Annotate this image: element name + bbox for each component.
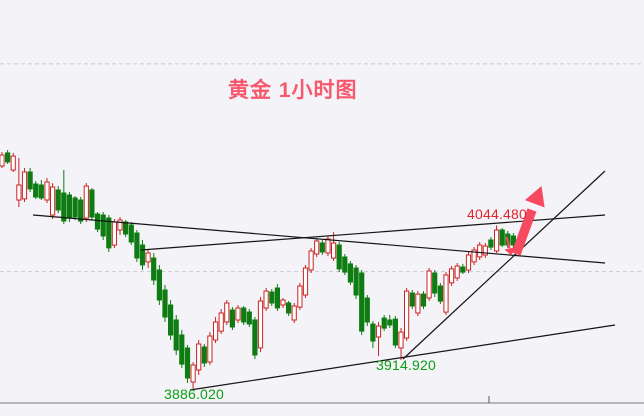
big-up-arrowhead-icon [524,186,545,208]
price-label-high: 4044.480 [467,206,527,222]
trendline-long-uptrend-support [189,324,616,391]
chart-title: 黄金 1小时图 [228,79,358,102]
price-label-low-left: 3886.020 [164,386,224,402]
trendline-steep-uptrend-support [402,170,606,360]
trendline-rising-resistance-breakout [140,214,606,251]
trendline-descending-resistance [32,214,606,264]
big-up-arrow-icon [511,208,537,256]
price-label-low-mid: 3914.920 [376,357,436,373]
small-down-arrowhead-icon [504,247,514,256]
small-down-arrow-icon [505,236,511,249]
